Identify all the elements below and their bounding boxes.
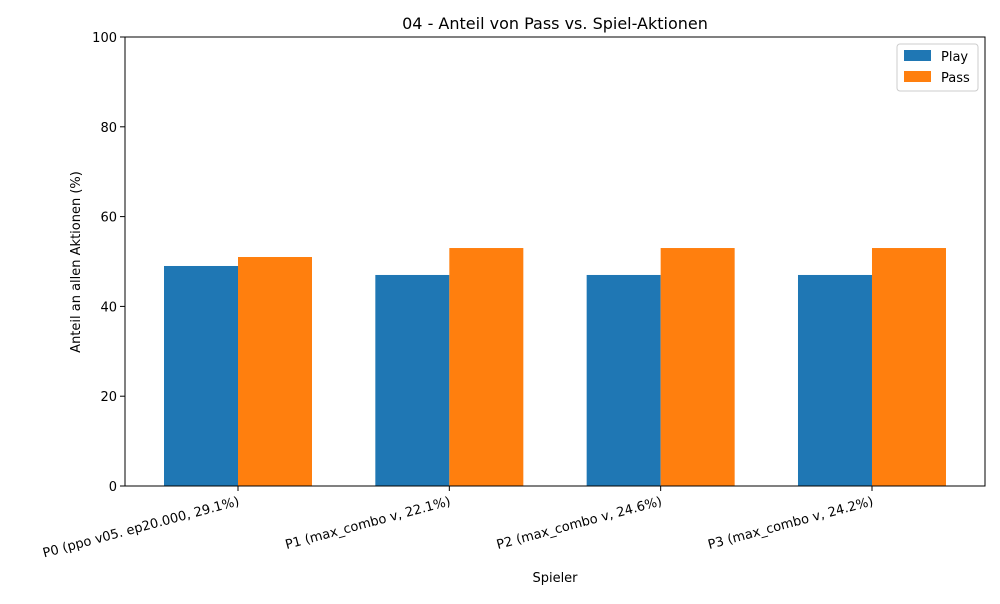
x-tick-label: P2 (max_combo v, 24.6%) [495, 494, 664, 553]
bar-pass-2 [660, 248, 735, 486]
bar-pass-3 [871, 248, 946, 486]
y-tick-label: 60 [100, 211, 117, 226]
bar-pass-1 [449, 248, 524, 486]
bars-layer [164, 248, 946, 486]
legend-label-play: Play [941, 50, 968, 65]
chart-title: 04 - Anteil von Pass vs. Spiel-Aktionen [402, 14, 708, 33]
legend: Play Pass [896, 43, 979, 92]
legend-swatch-pass [904, 71, 931, 82]
bar-play-0 [164, 265, 238, 486]
y-tick-label: 0 [109, 480, 117, 495]
x-tick-label: P0 (ppo v05. ep20.000, 29.1%) [41, 494, 241, 561]
x-tick-label: P3 (max_combo v, 24.2%) [706, 494, 875, 553]
y-tick-label: 40 [100, 300, 117, 315]
x-tick-label: P1 (max_combo v, 22.1%) [284, 494, 453, 553]
plot-frame [124, 36, 986, 487]
y-tick-label: 80 [100, 121, 117, 136]
bar-play-1 [375, 274, 450, 486]
bar-pass-0 [238, 257, 312, 486]
bar-play-2 [586, 274, 661, 486]
y-tick-label: 20 [100, 390, 117, 405]
legend-label-pass: Pass [941, 71, 970, 86]
y-axis-label: Anteil an allen Aktionen (%) [69, 171, 84, 353]
x-axis-label: Spieler [532, 571, 578, 586]
bar-play-3 [797, 274, 872, 486]
legend-swatch-play [904, 50, 931, 61]
y-tick-label: 100 [92, 31, 117, 46]
